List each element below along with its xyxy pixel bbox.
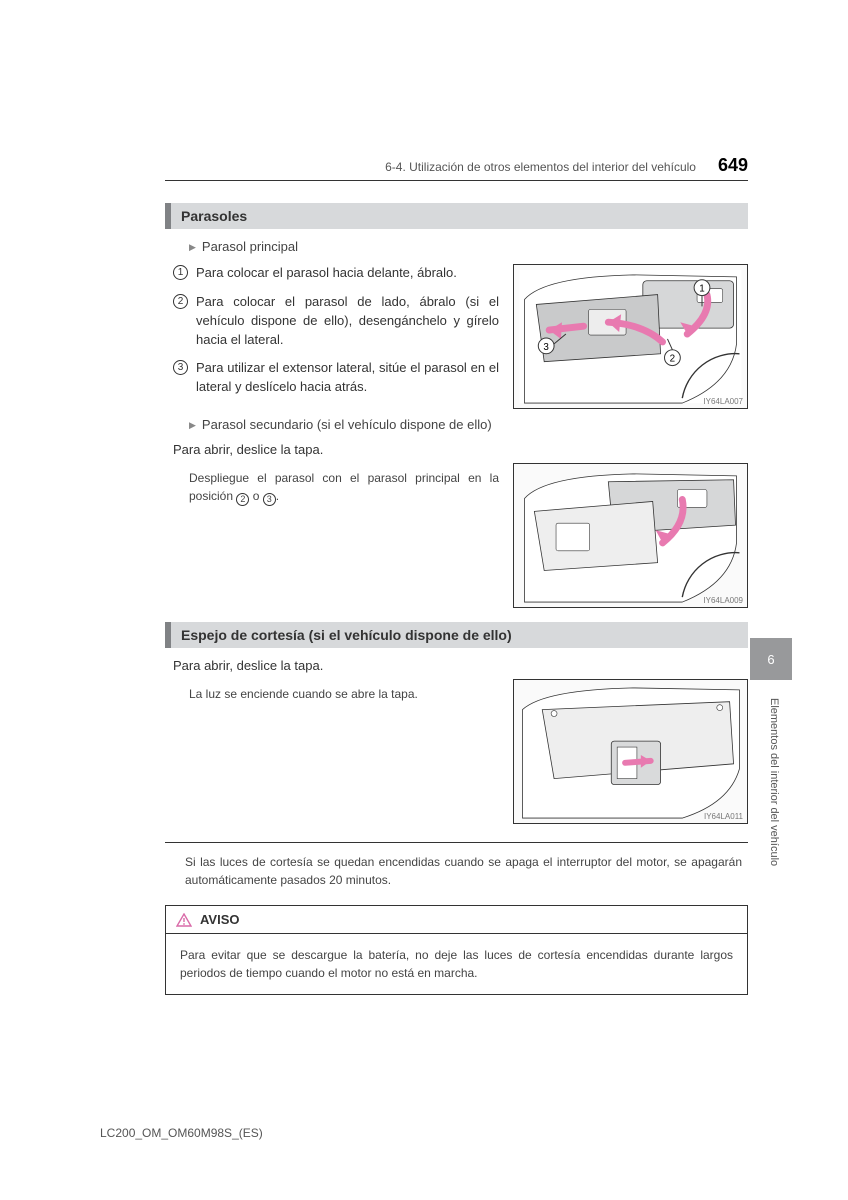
open-instruction: Para abrir, deslice la tapa. <box>173 442 748 457</box>
chapter-tab: 6 <box>750 638 792 680</box>
inline-circled-3: 3 <box>263 493 276 506</box>
row-visor-main: 1 Para colocar el parasol hacia delante,… <box>165 264 748 409</box>
figure-code: IY64LA011 <box>704 812 743 821</box>
step-text: Para utilizar el extensor lateral, sitúe… <box>196 359 499 397</box>
step-3: 3 Para utilizar el extensor lateral, sit… <box>173 359 499 397</box>
inline-circled-2: 2 <box>236 493 249 506</box>
step-number: 3 <box>173 360 188 375</box>
figure-code: IY64LA007 <box>703 397 743 406</box>
row-visor-secondary: Despliegue el parasol con el parasol pri… <box>165 463 748 608</box>
section-breadcrumb: 6-4. Utilización de otros elementos del … <box>385 160 696 174</box>
manual-page: 6-4. Utilización de otros elementos del … <box>0 0 848 995</box>
document-code: LC200_OM_OM60M98S_(ES) <box>100 1126 263 1140</box>
step-number: 2 <box>173 294 188 309</box>
mirror-note-col: La luz se enciende cuando se abre la tap… <box>165 679 499 703</box>
svg-text:3: 3 <box>543 342 549 353</box>
svg-text:1: 1 <box>699 284 704 295</box>
row-mirror: La luz se enciende cuando se abre la tap… <box>165 679 748 824</box>
secondary-note: Despliegue el parasol con el parasol pri… <box>189 469 499 506</box>
subheading-main-visor: Parasol principal <box>189 239 748 254</box>
step-text: Para colocar el parasol hacia delante, á… <box>196 264 457 283</box>
step-number: 1 <box>173 265 188 280</box>
subheading-secondary-visor: Parasol secundario (si el vehículo dispo… <box>189 417 748 432</box>
step-text: Para colocar el parasol de lado, ábralo … <box>196 293 499 350</box>
auto-off-note: Si las luces de cortesía se quedan encen… <box>185 853 742 889</box>
aviso-label: AVISO <box>200 912 240 927</box>
warning-icon <box>176 913 192 927</box>
note-or: o <box>249 489 262 503</box>
page-header: 6-4. Utilización de otros elementos del … <box>165 155 748 181</box>
page-number: 649 <box>718 155 748 176</box>
figure-mirror: IY64LA011 <box>513 679 748 824</box>
step-2: 2 Para colocar el parasol de lado, ábral… <box>173 293 499 350</box>
aviso-body: Para evitar que se descargue la batería,… <box>166 934 747 994</box>
aviso-heading: AVISO <box>166 906 747 934</box>
figure-code: IY64LA009 <box>703 596 743 605</box>
chapter-side-label: Elementos del interior del vehículo <box>768 698 780 866</box>
note-suffix: . <box>276 489 279 503</box>
section-title-mirror: Espejo de cortesía (si el vehículo dispo… <box>165 622 748 648</box>
aviso-box: AVISO Para evitar que se descargue la ba… <box>165 905 748 995</box>
mirror-light-note: La luz se enciende cuando se abre la tap… <box>189 685 499 703</box>
section-title-parasoles: Parasoles <box>165 203 748 229</box>
svg-text:2: 2 <box>670 354 675 365</box>
steps-list: 1 Para colocar el parasol hacia delante,… <box>165 264 499 407</box>
secondary-note-col: Despliegue el parasol con el parasol pri… <box>165 463 499 506</box>
divider <box>165 842 748 843</box>
figure-visor-secondary: IY64LA009 <box>513 463 748 608</box>
figure-visor-main: 1 2 3 IY64LA007 <box>513 264 748 409</box>
mirror-open-text: Para abrir, deslice la tapa. <box>173 658 748 673</box>
step-1: 1 Para colocar el parasol hacia delante,… <box>173 264 499 283</box>
